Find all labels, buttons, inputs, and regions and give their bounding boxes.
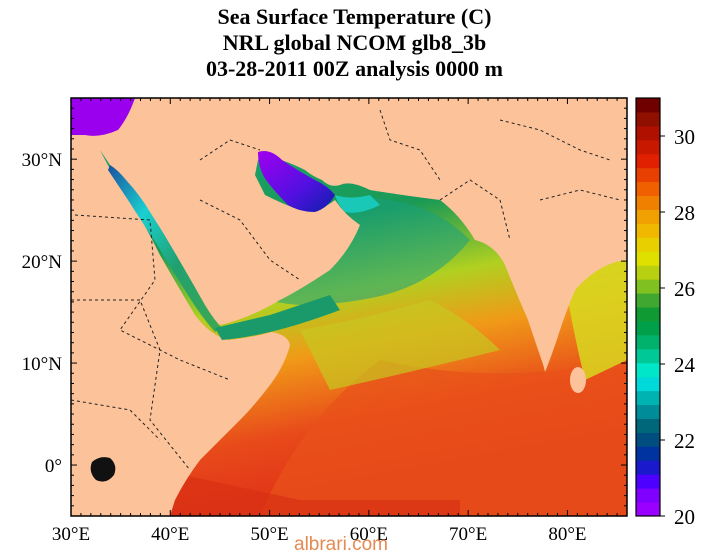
colorbar-swatch (636, 446, 660, 461)
map-plot-area (71, 98, 627, 516)
gulf-of-aden-water (215, 295, 340, 340)
country-borders (71, 109, 621, 471)
colorbar-swatch (636, 320, 660, 336)
colorbar-swatch (636, 307, 660, 322)
colorbar-frame (635, 97, 661, 517)
watermark-text: albrari.com (294, 534, 388, 555)
colorbar-swatch (636, 334, 660, 350)
sri-lanka-island (570, 367, 586, 393)
colorbar-swatch (636, 279, 660, 294)
india-landmass (505, 240, 627, 372)
colorbar-swatch (636, 195, 660, 210)
colorbar-label: 24 (674, 353, 696, 377)
colorbar-swatch (636, 404, 660, 419)
colorbar-label: 26 (674, 277, 695, 301)
lon-label: 70°E (449, 524, 487, 545)
colorbar-swatch (636, 125, 660, 141)
colorbar-swatch (636, 98, 660, 113)
lat-label: 20°N (22, 252, 63, 273)
red-sea-water (108, 165, 222, 332)
lon-label: 40°E (151, 524, 189, 545)
arabia-middle-east-land (71, 98, 627, 370)
colorbar-swatch (636, 474, 660, 489)
gulf-of-oman-water (335, 195, 380, 213)
colorbar-swatch (636, 376, 660, 392)
colorbar-swatch (636, 181, 660, 197)
lon-label: 50°E (250, 524, 288, 545)
colorbar-swatch (636, 265, 660, 280)
colorbar-labels: 30 28 26 24 22 20 (660, 125, 696, 529)
colorbar-swatch (636, 223, 660, 238)
africa-landmass (71, 150, 290, 516)
colorbar-swatch (636, 167, 660, 183)
lat-label: 10°N (22, 354, 63, 375)
colorbar-swatch (636, 237, 660, 252)
colorbar-label: 30 (674, 125, 695, 149)
colorbar (635, 97, 661, 517)
yellow-band (300, 300, 500, 390)
lon-label: 60°E (350, 524, 388, 545)
colorbar-swatch (636, 153, 660, 169)
colorbar-swatch (636, 390, 660, 406)
colorbar-swatch (636, 362, 660, 378)
colorbar-label: 20 (674, 505, 695, 529)
colorbar-swatch (636, 251, 660, 266)
colorbar-swatch (636, 432, 660, 447)
arabian-sea-north-water (270, 198, 470, 305)
lon-label: 30°E (52, 524, 90, 545)
longitude-labels: 30°E 40°E 50°E 60°E 70°E 80°E (52, 524, 587, 545)
colorbar-swatch (636, 348, 660, 364)
title-line-2: NRL global NCOM glb8_3b (222, 30, 487, 55)
colorbar-swatch (636, 209, 660, 224)
title-line-3: 03-28-2011 00Z analysis 0000 m (205, 56, 504, 81)
lon-label: 80°E (548, 524, 586, 545)
colorbar-swatch (636, 111, 660, 127)
colorbar-label: 22 (674, 429, 695, 453)
colorbar-swatch (636, 488, 660, 503)
colorbar-swatch (636, 502, 660, 517)
warm-region (260, 360, 627, 516)
latitude-labels: 30°N 20°N 10°N 0° (22, 150, 63, 477)
lat-label: 30°N (22, 150, 63, 171)
lake-victoria (90, 457, 116, 482)
colorbar-label: 28 (674, 201, 695, 225)
colorbar-swatch (636, 460, 660, 475)
colorbar-swatch (636, 418, 660, 433)
title-line-1: Sea Surface Temperature (C) (217, 4, 492, 29)
colorbar-swatch (636, 293, 660, 308)
frame-ticks (70, 97, 628, 517)
colorbar-swatch (636, 139, 660, 155)
lat-label: 0° (45, 456, 62, 477)
persian-gulf-water (258, 151, 335, 212)
mediterranean-water (71, 98, 135, 136)
